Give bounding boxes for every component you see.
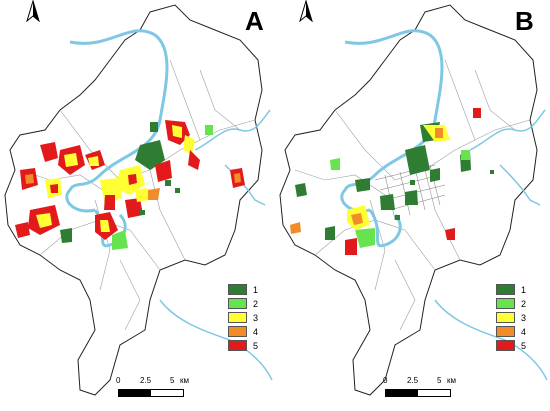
legend-label: 3 xyxy=(253,312,259,323)
zone-patches xyxy=(290,108,494,255)
legend-swatch-1 xyxy=(496,284,515,295)
north-arrow-icon xyxy=(299,0,313,22)
legend-swatch-2 xyxy=(496,298,515,309)
legend-item: 2 xyxy=(228,297,258,310)
legend-label: 5 xyxy=(253,340,259,351)
legend-swatch-5 xyxy=(496,340,515,351)
scale-bar-a: 0 2.5 5 км xyxy=(114,376,234,402)
legend-label: 1 xyxy=(521,284,527,295)
legend-a: 1 2 3 4 5 xyxy=(228,283,258,353)
legend-label: 2 xyxy=(521,298,527,309)
scale-tick-2: 5 xyxy=(170,376,175,385)
legend-label: 4 xyxy=(521,326,527,337)
legend-b: 1 2 3 4 5 xyxy=(496,283,526,353)
scale-bar-graphic xyxy=(118,389,184,397)
legend-item: 3 xyxy=(228,311,258,324)
legend-swatch-1 xyxy=(228,284,247,295)
legend-swatch-4 xyxy=(496,326,515,337)
legend-label: 1 xyxy=(253,284,259,295)
north-arrow-icon xyxy=(26,0,40,22)
legend-item: 1 xyxy=(228,283,258,296)
legend-swatch-2 xyxy=(228,298,247,309)
scale-bar-b: 0 2.5 5 км xyxy=(381,376,501,402)
legend-item: 2 xyxy=(496,297,526,310)
legend-swatch-3 xyxy=(496,312,515,323)
scale-tick-2: 5 xyxy=(437,376,442,385)
legend-item: 4 xyxy=(496,325,526,338)
zone-patches xyxy=(15,120,245,250)
map-panel-a: A 1 2 3 4 5 0 2.5 5 км xyxy=(4,0,273,402)
map-panel-b: B 1 2 3 4 5 0 2.5 5 км xyxy=(275,0,550,411)
legend-label: 2 xyxy=(253,298,259,309)
legend-swatch-4 xyxy=(228,326,247,337)
map-b-svg xyxy=(279,4,548,396)
river xyxy=(65,29,273,381)
map-a-svg xyxy=(4,4,273,396)
scale-tick-1: 2.5 xyxy=(140,376,152,385)
legend-item: 1 xyxy=(496,283,526,296)
legend-item: 5 xyxy=(228,339,258,352)
scale-bar-graphic xyxy=(385,389,451,397)
scale-tick-0: 0 xyxy=(383,376,388,385)
legend-item: 5 xyxy=(496,339,526,352)
panel-letter-a: A xyxy=(245,6,264,36)
legend-item: 3 xyxy=(496,311,526,324)
scale-tick-1: 2.5 xyxy=(407,376,419,385)
legend-item: 4 xyxy=(228,325,258,338)
legend-label: 4 xyxy=(253,326,259,337)
scale-unit: км xyxy=(180,376,189,385)
scale-unit: км xyxy=(447,376,456,385)
legend-swatch-3 xyxy=(228,312,247,323)
legend-swatch-5 xyxy=(228,340,247,351)
panel-letter-b: B xyxy=(515,6,534,36)
legend-label: 3 xyxy=(521,312,527,323)
scale-tick-0: 0 xyxy=(116,376,121,385)
legend-label: 5 xyxy=(521,340,527,351)
